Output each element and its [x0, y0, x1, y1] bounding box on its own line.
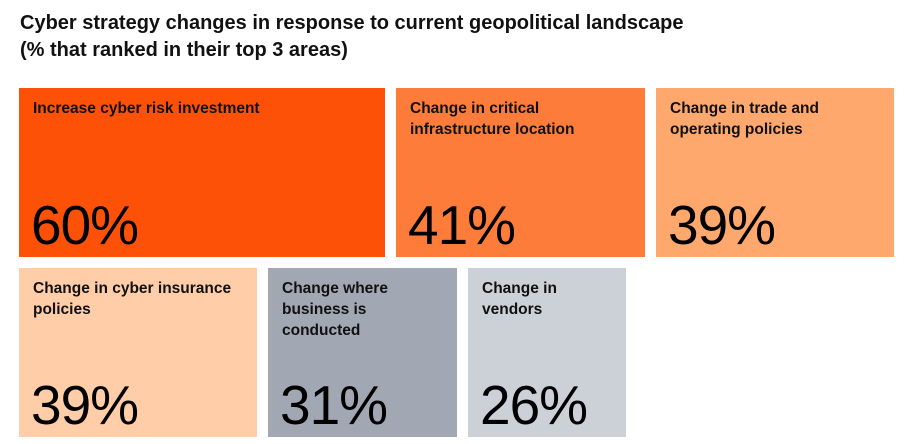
tile-increase-cyber-risk-investment: Increase cyber risk investment 60% [19, 88, 385, 257]
tile-label: Change in trade and operating policies [670, 100, 819, 138]
tile-change-where-business-conducted: Change where business is conducted 31% [268, 268, 457, 437]
chart-title-line-1: Cyber strategy changes in response to cu… [20, 12, 684, 34]
tile-label: Change in critical infrastructure locati… [410, 100, 575, 138]
tile-label: Increase cyber risk investment [33, 100, 260, 117]
tile-change-cyber-insurance-policies: Change in cyber insurance policies 39% [19, 268, 257, 437]
tile-value: 60% [31, 194, 139, 256]
tile-value: 39% [31, 374, 139, 436]
tile-value: 41% [408, 194, 516, 256]
tile-value: 26% [480, 374, 588, 436]
tile-change-trade-operating-policies: Change in trade and operating policies 3… [656, 88, 894, 257]
tile-change-critical-infrastructure-location: Change in critical infrastructure locati… [396, 88, 645, 257]
tile-label: Change where business is conducted [282, 280, 388, 339]
tile-change-in-vendors: Change in vendors 26% [468, 268, 626, 437]
tile-label: Change in vendors [482, 280, 557, 318]
tile-value: 39% [668, 194, 776, 256]
tile-value: 31% [280, 374, 388, 436]
chart-subtitle: (% that ranked in their top 3 areas) [20, 39, 348, 61]
chart-title: Cyber strategy changes in response to cu… [20, 10, 900, 64]
tile-label: Change in cyber insurance policies [33, 280, 232, 318]
